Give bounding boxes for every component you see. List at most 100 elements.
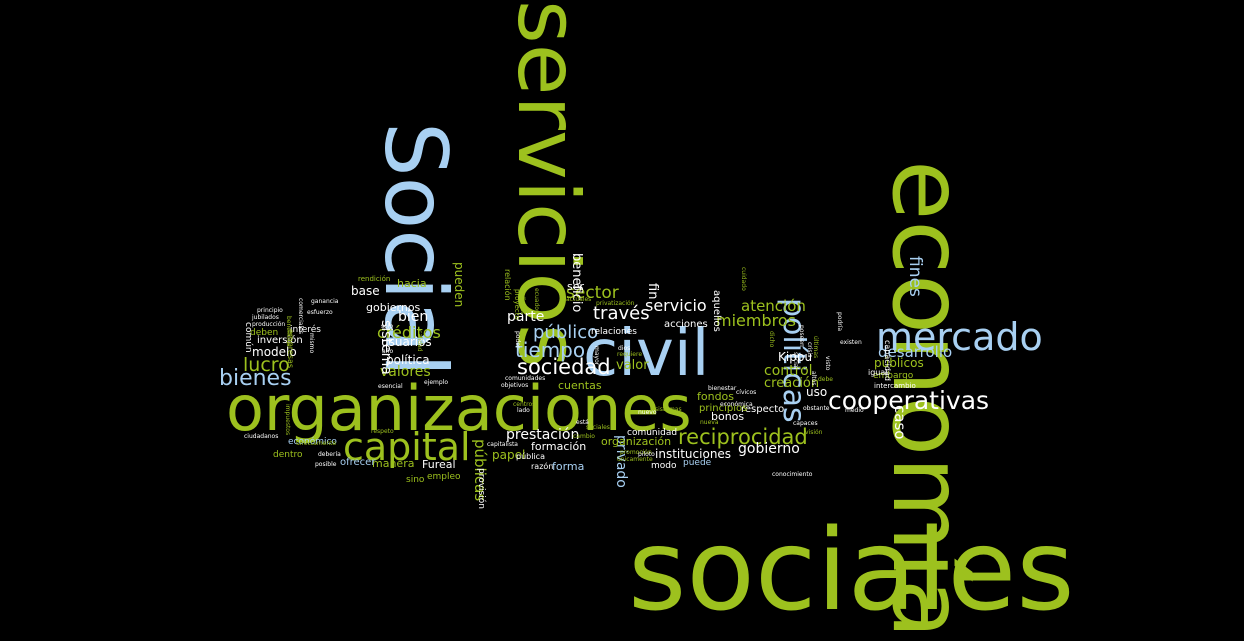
cloud-word: intercambio — [874, 382, 916, 390]
cloud-word: capaces — [793, 420, 818, 427]
cloud-word: sociedad — [517, 355, 611, 379]
cloud-word: podría — [836, 312, 843, 332]
cloud-word: pueden — [452, 262, 466, 308]
cloud-word: relaciones — [591, 327, 637, 337]
cloud-word: caso — [891, 405, 909, 440]
cloud-word: respeto — [371, 428, 394, 435]
cloud-word: valor — [616, 358, 649, 373]
cloud-word: nuevo — [638, 409, 657, 416]
cloud-word: social — [792, 352, 799, 370]
cloud-word: modo — [651, 461, 677, 471]
cloud-word: visión — [805, 429, 823, 436]
cloud-word: capital — [343, 425, 471, 469]
cloud-word: jubilados — [252, 314, 279, 321]
cloud-word: ciudadanos — [244, 433, 279, 440]
cloud-word: puede — [683, 458, 712, 468]
cloud-word: impuestos — [284, 404, 291, 436]
cloud-word: desarrollo — [878, 343, 953, 361]
cloud-word: existen — [840, 339, 862, 346]
cloud-word: comerciales — [297, 298, 304, 334]
cloud-word: fines — [905, 256, 925, 297]
cloud-word: igual — [868, 368, 888, 377]
cloud-word: pública — [516, 452, 545, 461]
cloud-word: nueva — [700, 419, 719, 426]
cloud-word: rendición — [358, 275, 391, 283]
cloud-word: cuidado — [740, 267, 747, 291]
cloud-word: sector — [566, 283, 619, 303]
cloud-word: fin — [645, 283, 660, 300]
cloud-word: parte — [507, 309, 545, 325]
cloud-word: capitalista — [487, 441, 518, 448]
cloud-word: mercado — [876, 315, 1043, 359]
cloud-word: aquellos — [711, 290, 722, 332]
cloud-word: piloto — [638, 451, 655, 458]
cloud-word: Kippu — [778, 350, 813, 364]
cloud-word: base — [351, 284, 380, 298]
cloud-word: bonos — [711, 410, 745, 423]
cloud-word: visto — [824, 356, 831, 371]
cloud-word: promoción — [620, 449, 652, 456]
cloud-word: debe — [818, 376, 833, 383]
cloud-word: actuales — [566, 296, 592, 303]
cloud-word: tiempo — [515, 338, 586, 362]
cloud-word: ganancia — [311, 298, 339, 305]
cloud-word: servicio — [645, 296, 707, 315]
cloud-word: económica — [720, 401, 753, 408]
cloud-word: manera — [372, 457, 415, 470]
cloud-word: interés — [290, 325, 321, 335]
cloud-word: bien — [398, 309, 429, 325]
cloud-word: altos — [810, 371, 817, 386]
cloud-word: usuarios — [381, 335, 432, 349]
cloud-word: públicos — [874, 356, 924, 370]
cloud-word: respecto — [741, 404, 785, 415]
cloud-word: mayor — [593, 346, 600, 366]
cloud-word: mismo — [308, 333, 315, 354]
cloud-word: conocimiento — [772, 471, 813, 478]
cloud-word: dios — [618, 345, 631, 352]
cloud-word: lucro — [243, 354, 290, 376]
cloud-word: través — [593, 303, 650, 324]
cloud-word: atención — [741, 297, 806, 315]
cloud-word: debería — [318, 451, 341, 458]
cloud-word: comunidad — [627, 428, 678, 438]
cloud-word: dentro — [273, 450, 303, 460]
cloud-word: solo — [381, 323, 394, 330]
cloud-word: embargo — [873, 371, 914, 381]
cloud-word: esfuerzo — [307, 309, 333, 316]
cloud-word: ofrecer — [340, 457, 376, 468]
cloud-word: lado — [517, 407, 530, 414]
cloud-word: civil — [583, 317, 710, 391]
cloud-word: gobiernos — [366, 301, 421, 314]
cloud-word: bienes — [219, 366, 292, 391]
cloud-word: año — [382, 348, 394, 355]
cloud-word: créditos — [377, 323, 441, 342]
cloud-word: política — [386, 353, 430, 367]
cloud-word: poder — [514, 331, 521, 349]
cloud-word: beneficios — [285, 316, 292, 347]
cloud-word: común — [243, 322, 253, 353]
cloud-word: sistemas — [655, 406, 682, 413]
cloud-word: calidad — [416, 330, 423, 352]
cloud-word: requiere — [617, 351, 643, 358]
cloud-word: únicamente — [617, 456, 653, 463]
cloud-word: ejemplo — [424, 379, 449, 386]
cloud-word: cambio — [573, 433, 595, 440]
cloud-word: obstante — [803, 405, 830, 412]
cloud-word: acciones — [664, 319, 708, 330]
cloud-word: producción — [252, 321, 286, 328]
cloud-word: organizaciones — [226, 372, 692, 445]
cloud-word: cuentas — [558, 379, 602, 392]
cloud-word: principio — [257, 307, 283, 314]
cloud-word: valores — [380, 364, 431, 380]
cloud-word: sino — [406, 475, 425, 485]
cloud-word: razón — [531, 462, 554, 471]
cloud-word: cooperativas — [828, 386, 990, 415]
cloud-word: poseen — [798, 325, 805, 347]
cloud-word: uso — [806, 385, 828, 399]
cloud-word: creación — [764, 376, 820, 391]
cloud-word: posible — [315, 461, 337, 468]
cloud-word: hacia — [397, 277, 427, 290]
cloud-word: comunidades — [505, 375, 546, 382]
cloud-word: económico — [288, 437, 337, 447]
